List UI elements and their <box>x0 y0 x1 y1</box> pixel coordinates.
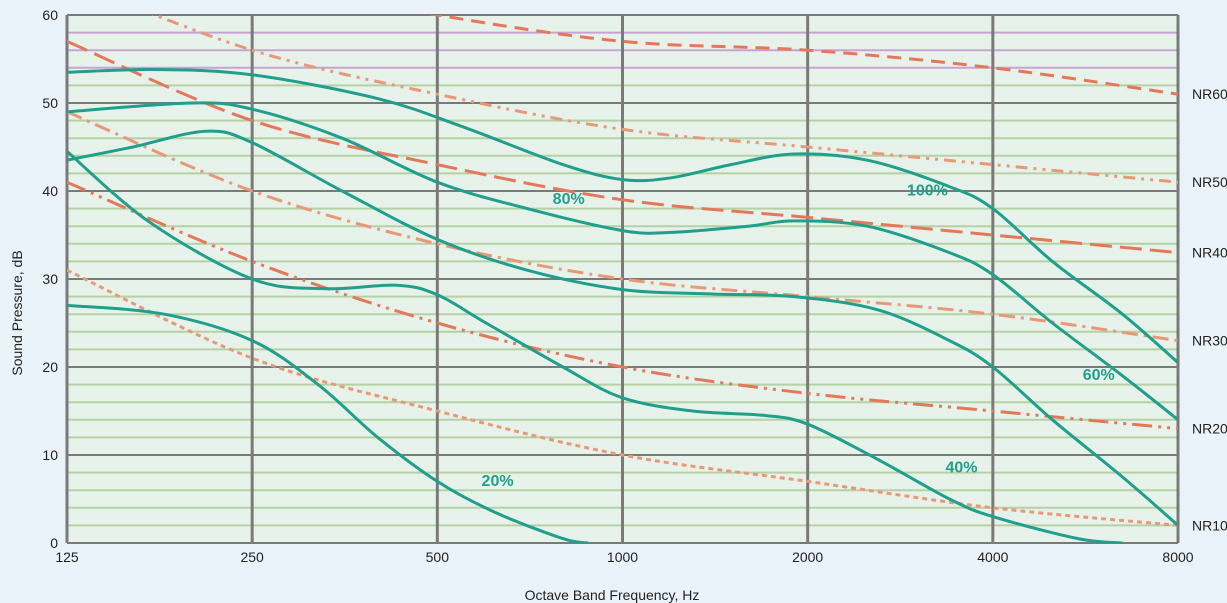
x-axis-title: Octave Band Frequency, Hz <box>525 587 700 603</box>
x-tick-label: 125 <box>55 549 79 565</box>
nr-curve-nr40 <box>67 40 1178 255</box>
nr-curve-nr20 <box>67 180 1178 431</box>
series-label-40pct: 40% <box>945 460 977 477</box>
y-tick-label: 30 <box>42 271 58 287</box>
series-line-80pct <box>67 101 1178 421</box>
y-tick-label: 0 <box>50 535 58 551</box>
nr-label-nr20: NR20 <box>1192 421 1227 437</box>
x-tick-label: 4000 <box>977 549 1008 565</box>
series-label-100pct: 100% <box>907 182 948 199</box>
series-label-80pct: 80% <box>553 191 585 208</box>
x-tick-label: 500 <box>426 549 450 565</box>
nr-label-nr10: NR10 <box>1192 517 1227 533</box>
series-line-20pct <box>67 303 589 543</box>
series-line-60pct <box>67 129 1178 527</box>
series-label-60pct: 60% <box>1083 367 1115 384</box>
x-tick-label: 2000 <box>792 549 823 565</box>
y-tick-label: 60 <box>42 7 58 23</box>
nr-curves <box>67 15 1178 527</box>
nr-label-nr60: NR60 <box>1192 86 1227 102</box>
series-lines <box>67 68 1178 543</box>
y-tick-labels: 0 10 20 30 40 50 60 <box>42 7 58 551</box>
nr-curve-nr50 <box>150 15 1178 184</box>
x-tick-label: 1000 <box>607 549 638 565</box>
nr-label-nr50: NR50 <box>1192 174 1227 190</box>
x-tick-label: 250 <box>240 549 264 565</box>
x-tick-label: 8000 <box>1162 549 1193 565</box>
nr-labels: NR60 NR50 NR40 NR30 NR20 NR10 <box>1192 86 1227 533</box>
y-tick-label: 40 <box>42 183 58 199</box>
x-tick-labels: 125 250 500 1000 2000 4000 8000 <box>55 549 1193 565</box>
y-axis-title: Sound Pressure, dB <box>9 250 25 375</box>
y-tick-label: 10 <box>42 447 58 463</box>
series-line-100pct <box>67 68 1178 364</box>
y-tick-label: 20 <box>42 359 58 375</box>
nr-label-nr40: NR40 <box>1192 245 1227 261</box>
nr-curve-nr30 <box>67 110 1178 343</box>
series-label-20pct: 20% <box>482 473 514 490</box>
nr-label-nr30: NR30 <box>1192 333 1227 349</box>
series-labels: 100% 80% 60% 40% 20% <box>482 182 1115 489</box>
series-line-40pct <box>67 150 1123 543</box>
y-tick-label: 50 <box>42 95 58 111</box>
nr-curve-nr10 <box>67 268 1178 527</box>
